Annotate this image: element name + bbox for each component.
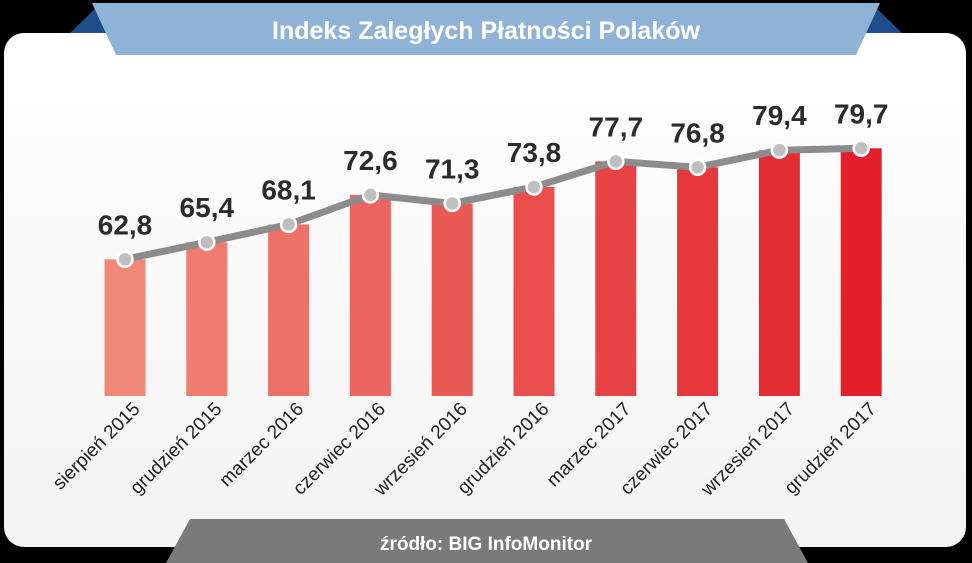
value-label: 77,7	[589, 111, 644, 142]
line-marker	[688, 158, 707, 177]
bar	[677, 167, 719, 396]
trend-line	[121, 144, 865, 263]
bar	[595, 161, 637, 396]
value-label: 76,8	[670, 117, 725, 148]
bars-layer	[104, 148, 882, 396]
line-marker	[361, 186, 380, 204]
value-label: 79,4	[752, 100, 807, 131]
value-label: 73,8	[507, 137, 562, 168]
line-marker	[525, 178, 543, 196]
bar	[104, 259, 146, 396]
bar	[513, 187, 555, 396]
line-marker	[852, 139, 870, 158]
footer-banner	[166, 519, 808, 563]
line-marker	[198, 233, 216, 251]
bar	[431, 203, 473, 396]
line-marker	[770, 141, 789, 159]
markers-layer	[116, 139, 870, 269]
value-label: 62,8	[98, 209, 153, 240]
value-label: 65,4	[180, 192, 235, 223]
bar	[268, 224, 310, 396]
value-label: 72,6	[343, 145, 398, 176]
value-labels-layer: 62,8 65,4 68,1 72,6 71,3 73,8 77,7 76,8 79,4 79,7	[98, 98, 889, 240]
bar	[758, 150, 800, 396]
line-marker	[607, 152, 625, 171]
bar	[186, 242, 228, 396]
line-layer	[121, 144, 865, 263]
source-note: źródło: BIG InfoMonitor	[380, 534, 593, 555]
chart-title: Indeks Zaległych Płatności Polaków	[272, 17, 700, 45]
value-label: 71,3	[425, 153, 480, 184]
value-label: 68,1	[261, 174, 316, 205]
bar	[840, 148, 882, 396]
bar	[349, 194, 391, 396]
title-banner	[92, 3, 880, 55]
value-label: 79,7	[834, 98, 889, 129]
line-marker	[116, 250, 134, 269]
line-marker	[443, 194, 461, 213]
line-marker	[279, 215, 298, 234]
